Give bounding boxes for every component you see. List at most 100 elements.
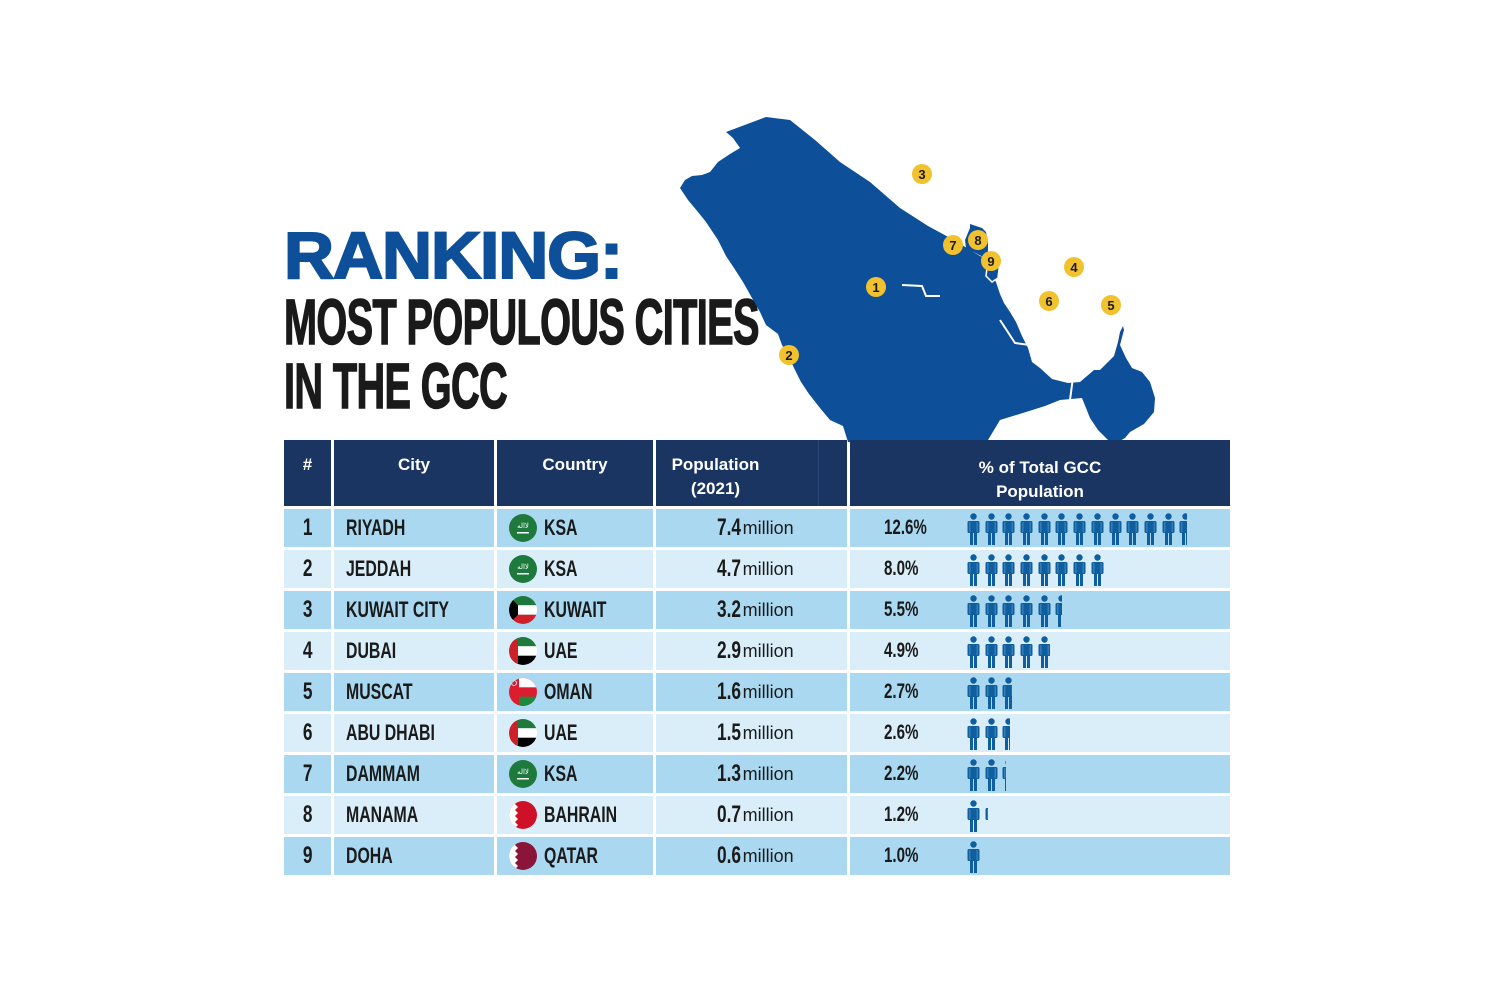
bahrain-flag-icon <box>509 801 537 829</box>
person-icon <box>1019 636 1034 668</box>
percent-cell: 12.6% <box>850 509 1230 547</box>
person-icon <box>1072 513 1087 545</box>
person-icon <box>1054 513 1069 545</box>
table-row: 4 DUBAI UAE 2.9 million 4.9% <box>284 632 1230 670</box>
header-population-line1: Population <box>671 455 760 474</box>
border-oman <box>1009 277 1082 429</box>
percent-value: 1.0% <box>884 844 919 867</box>
table-row: 5 MUSCAT OMAN 1.6 million 2.7% <box>284 673 1230 711</box>
rank-cell: 5 <box>284 673 331 711</box>
map-marker: 2 <box>779 345 799 365</box>
population-cell: 3.2 million <box>656 591 847 629</box>
rank-cell: 7 <box>284 755 331 793</box>
percent-value: 1.2% <box>884 803 919 826</box>
table-row: 9 DOHA QATAR 0.6 million 1.0% <box>284 837 1230 875</box>
percent-cell: 8.0% <box>850 550 1230 588</box>
percent-cell: 5.5% <box>850 591 1230 629</box>
header-rank: # <box>284 440 331 506</box>
rank-value: 2 <box>302 555 313 582</box>
population-cell: 0.7 million <box>656 796 847 834</box>
population-unit: million <box>742 640 794 661</box>
city-name: DAMMAM <box>346 761 420 786</box>
city-cell: ABU DHABI <box>334 714 494 752</box>
person-icon <box>1001 636 1016 668</box>
country-name: UAE <box>544 638 578 663</box>
person-icon <box>984 513 999 545</box>
uae-flag-icon <box>509 719 537 747</box>
person-icon <box>966 595 981 627</box>
population-unit: million <box>742 722 794 743</box>
person-icon <box>984 595 999 627</box>
qatar-flag-icon <box>509 842 537 870</box>
person-icon-partial <box>1001 677 1016 709</box>
rank-cell: 3 <box>284 591 331 629</box>
percent-value: 2.2% <box>884 762 919 785</box>
country-name: KSA <box>544 556 578 581</box>
person-icon-partial <box>1178 513 1193 545</box>
person-icon <box>966 513 981 545</box>
map-marker: 7 <box>943 235 963 255</box>
percent-value: 8.0% <box>884 557 919 580</box>
rank-value: 9 <box>302 842 313 869</box>
saudi-arabia-flag-icon: ﻻاﻟﻪ <box>509 555 537 583</box>
city-cell: RIYADH <box>334 509 494 547</box>
population-cell: 0.6 million <box>656 837 847 875</box>
person-icon <box>966 554 981 586</box>
person-icon <box>966 718 981 750</box>
saudi-arabia-flag-icon: ﻻاﻟﻪ <box>509 760 537 788</box>
person-icon <box>1037 554 1052 586</box>
person-icon <box>1125 513 1140 545</box>
person-icon <box>1054 554 1069 586</box>
map-marker: 8 <box>968 230 988 250</box>
person-icon <box>984 636 999 668</box>
table-header: # City Country Population (2021) % of To… <box>284 440 1230 506</box>
table-row: 8 MANAMA BAHRAIN 0.7 million 1.2% <box>284 796 1230 834</box>
title-ranking: RANKING: <box>283 218 624 292</box>
percent-cell: 2.2% <box>850 755 1230 793</box>
city-name: DUBAI <box>346 638 397 663</box>
country-name: UAE <box>544 720 578 745</box>
title-line-2: MOST POPULOUS CITIES <box>284 286 760 358</box>
header-percent-line2: Population <box>996 481 1084 501</box>
person-icon <box>1019 513 1034 545</box>
person-icon <box>1019 595 1034 627</box>
population-cell: 7.4 million <box>656 509 847 547</box>
person-icon <box>966 800 981 832</box>
people-pictogram <box>966 675 1019 709</box>
percent-value: 5.5% <box>884 598 919 621</box>
oman-flag-icon <box>509 678 537 706</box>
country-cell: BAHRAIN <box>497 796 653 834</box>
svg-text:ﻻاﻟﻪ: ﻻاﻟﻪ <box>517 563 529 571</box>
rank-value: 7 <box>302 760 313 787</box>
svg-text:ﻻاﻟﻪ: ﻻاﻟﻪ <box>517 768 529 776</box>
map-marker: 4 <box>1064 257 1084 277</box>
city-cell: DUBAI <box>334 632 494 670</box>
population-value: 3.2 <box>717 596 742 623</box>
population-value: 2.9 <box>717 637 742 664</box>
rank-cell: 4 <box>284 632 331 670</box>
population-value: 1.3 <box>717 760 742 787</box>
person-icon <box>966 677 981 709</box>
rank-value: 4 <box>302 637 313 664</box>
population-value: 7.4 <box>717 514 742 541</box>
person-icon <box>1037 513 1052 545</box>
person-icon <box>966 636 981 668</box>
map-marker: 3 <box>912 164 932 184</box>
country-cell: UAE <box>497 714 653 752</box>
header-population-line2: (2021) <box>690 479 741 498</box>
person-icon <box>966 759 981 791</box>
city-cell: MANAMA <box>334 796 494 834</box>
country-name: KSA <box>544 761 578 786</box>
people-pictogram <box>966 511 1196 545</box>
percent-value: 4.9% <box>884 639 919 662</box>
population-cell: 1.5 million <box>656 714 847 752</box>
map-marker: 9 <box>981 251 1001 271</box>
table-row: 6 ABU DHABI UAE 1.5 million 2.6% <box>284 714 1230 752</box>
infographic-title: RANKING: MOST POPULOUS CITIES IN THE GCC <box>283 221 1050 419</box>
rank-value: 1 <box>302 514 313 541</box>
person-icon <box>1143 513 1158 545</box>
population-unit: million <box>742 681 794 702</box>
person-icon-partial <box>1054 595 1069 627</box>
population-cell: 4.7 million <box>656 550 847 588</box>
country-name: KUWAIT <box>544 597 607 622</box>
